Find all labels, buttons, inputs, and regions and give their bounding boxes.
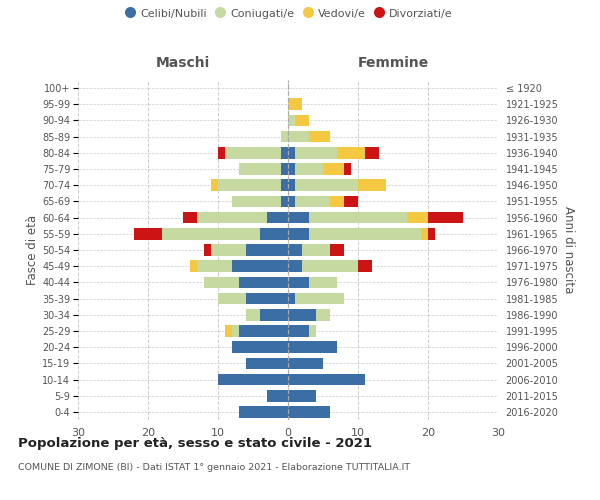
Bar: [134, 228, 162, 239]
Bar: [239, 325, 288, 337]
Bar: [190, 260, 197, 272]
Y-axis label: Anni di nascita: Anni di nascita: [562, 206, 575, 294]
Text: COMUNE DI ZIMONE (BI) - Dati ISTAT 1° gennaio 2021 - Elaborazione TUTTITALIA.IT: COMUNE DI ZIMONE (BI) - Dati ISTAT 1° ge…: [18, 462, 410, 471]
Bar: [288, 358, 323, 369]
Bar: [260, 309, 288, 320]
Bar: [288, 114, 295, 126]
Bar: [225, 147, 281, 158]
Bar: [232, 196, 281, 207]
Bar: [344, 196, 358, 207]
Bar: [197, 212, 267, 224]
Bar: [197, 260, 232, 272]
Bar: [323, 163, 344, 175]
Bar: [365, 147, 379, 158]
Bar: [344, 163, 351, 175]
Bar: [302, 244, 330, 256]
Bar: [288, 244, 302, 256]
Bar: [288, 228, 309, 239]
Bar: [295, 180, 358, 191]
Text: Maschi: Maschi: [156, 56, 210, 70]
Bar: [407, 212, 428, 224]
Bar: [288, 260, 302, 272]
Bar: [246, 292, 288, 304]
Bar: [246, 358, 288, 369]
Bar: [204, 244, 211, 256]
Y-axis label: Fasce di età: Fasce di età: [26, 215, 39, 285]
Bar: [232, 342, 288, 353]
Bar: [281, 196, 288, 207]
Bar: [218, 180, 281, 191]
Bar: [330, 244, 344, 256]
Bar: [309, 131, 330, 142]
Bar: [211, 180, 218, 191]
Bar: [281, 131, 288, 142]
Bar: [162, 228, 260, 239]
Bar: [281, 147, 288, 158]
Bar: [288, 196, 295, 207]
Bar: [211, 244, 246, 256]
Text: Popolazione per età, sesso e stato civile - 2021: Popolazione per età, sesso e stato civil…: [18, 438, 372, 450]
Bar: [288, 180, 295, 191]
Bar: [288, 147, 295, 158]
Bar: [288, 98, 302, 110]
Bar: [288, 374, 365, 386]
Bar: [218, 374, 288, 386]
Bar: [183, 212, 197, 224]
Legend: Celibi/Nubili, Coniugati/e, Vedovi/e, Divorziati/e: Celibi/Nubili, Coniugati/e, Vedovi/e, Di…: [124, 8, 452, 19]
Bar: [232, 260, 288, 272]
Bar: [302, 260, 358, 272]
Bar: [239, 406, 288, 417]
Bar: [204, 276, 239, 288]
Bar: [260, 228, 288, 239]
Bar: [288, 325, 309, 337]
Bar: [232, 325, 239, 337]
Bar: [288, 390, 316, 402]
Bar: [288, 309, 316, 320]
Bar: [295, 114, 309, 126]
Bar: [218, 147, 225, 158]
Bar: [309, 276, 337, 288]
Bar: [267, 390, 288, 402]
Bar: [295, 163, 323, 175]
Bar: [288, 342, 337, 353]
Bar: [309, 212, 407, 224]
Bar: [295, 147, 337, 158]
Bar: [288, 212, 309, 224]
Bar: [295, 196, 330, 207]
Bar: [358, 180, 386, 191]
Text: Femmine: Femmine: [358, 56, 428, 70]
Bar: [246, 309, 260, 320]
Bar: [288, 292, 295, 304]
Bar: [428, 212, 463, 224]
Bar: [288, 406, 330, 417]
Bar: [337, 147, 365, 158]
Bar: [288, 163, 295, 175]
Bar: [281, 180, 288, 191]
Bar: [267, 212, 288, 224]
Bar: [316, 309, 330, 320]
Bar: [295, 292, 344, 304]
Bar: [330, 196, 344, 207]
Bar: [281, 163, 288, 175]
Bar: [288, 131, 309, 142]
Bar: [225, 325, 232, 337]
Bar: [246, 244, 288, 256]
Bar: [421, 228, 428, 239]
Bar: [309, 228, 421, 239]
Bar: [309, 325, 316, 337]
Bar: [428, 228, 435, 239]
Bar: [239, 163, 281, 175]
Bar: [358, 260, 372, 272]
Bar: [218, 292, 246, 304]
Bar: [239, 276, 288, 288]
Bar: [288, 276, 309, 288]
